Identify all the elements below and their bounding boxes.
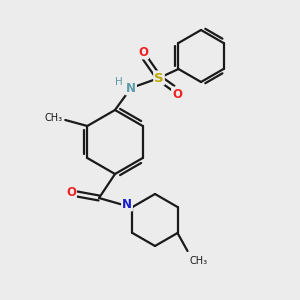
Text: N: N (126, 82, 136, 94)
Text: O: O (138, 46, 148, 59)
Text: O: O (66, 185, 76, 199)
Text: S: S (154, 71, 164, 85)
Text: CH₃: CH₃ (44, 113, 62, 123)
Text: CH₃: CH₃ (190, 256, 208, 266)
Text: O: O (172, 88, 182, 100)
Text: N: N (122, 197, 132, 211)
Text: H: H (115, 77, 123, 87)
